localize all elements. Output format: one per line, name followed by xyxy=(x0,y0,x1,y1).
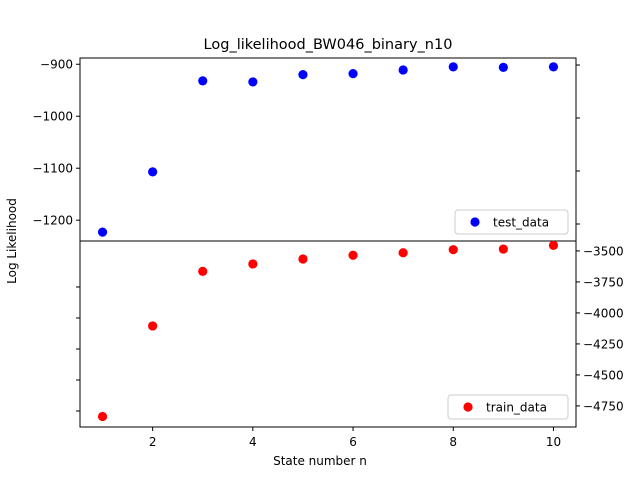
top-legend-marker xyxy=(470,217,480,227)
bottom-y-tick-label: −3500 xyxy=(583,244,624,258)
x-axis-label: State number n xyxy=(273,454,367,468)
bottom-data-point xyxy=(548,240,559,250)
top-data-point xyxy=(498,62,508,72)
top-data-point xyxy=(248,77,258,87)
top-data-point xyxy=(548,62,559,72)
chart-title: Log_likelihood_BW046_binary_n10 xyxy=(204,37,453,53)
top-data-point xyxy=(398,65,408,75)
bottom-y-tick-label: −4000 xyxy=(583,306,624,320)
bottom-data-point xyxy=(248,259,258,269)
top-data-point xyxy=(198,76,208,86)
top-y-tick-label: −900 xyxy=(40,58,73,72)
bottom-y-tick-label: −3750 xyxy=(583,275,624,289)
top-legend-label: test_data xyxy=(493,216,549,230)
bottom-y-tick-label: −4500 xyxy=(583,368,624,382)
top-data-point xyxy=(148,167,158,177)
bottom-data-point xyxy=(148,321,158,331)
top-legend-box xyxy=(454,209,569,235)
top-y-tick-label: −1100 xyxy=(32,162,73,176)
top-y-tick-label: −1200 xyxy=(32,214,73,228)
bottom-data-point xyxy=(498,244,508,254)
test-data-panel: −900 −1000 −1100 −1200 test_data xyxy=(32,57,580,242)
top-y-tick-label: −1000 xyxy=(32,110,73,124)
top-data-point xyxy=(448,62,458,72)
bottom-y-tick-label: −4250 xyxy=(583,337,624,351)
bottom-data-point xyxy=(448,245,458,255)
bottom-data-point xyxy=(97,411,108,422)
bottom-data-point xyxy=(398,248,408,258)
bottom-legend-label: train_data xyxy=(486,401,547,415)
train-data-panel: −3500 −3750 −4000 −4250 −4500 −4750 train_data xyxy=(76,240,624,428)
bottom-y-tick-label: −4750 xyxy=(583,399,624,413)
bottom-data-point xyxy=(348,250,358,260)
x-tick-label: 10 xyxy=(546,435,561,449)
top-data-point xyxy=(348,68,358,79)
top-data-point xyxy=(97,227,108,237)
x-tick-label: 8 xyxy=(449,435,457,449)
x-tick-label: 4 xyxy=(249,435,257,449)
bottom-plot-frame xyxy=(79,240,577,428)
bottom-data-point xyxy=(298,254,308,264)
x-tick-label: 6 xyxy=(349,435,357,449)
bottom-data-point xyxy=(198,266,208,276)
y-axis-label: Log Likelihood xyxy=(5,198,19,284)
top-data-point xyxy=(298,70,308,80)
x-tick-label: 2 xyxy=(149,435,157,449)
x-axis: 2 4 6 8 10 xyxy=(149,427,561,449)
bottom-legend-box xyxy=(447,394,569,420)
bottom-legend-marker xyxy=(463,402,473,412)
